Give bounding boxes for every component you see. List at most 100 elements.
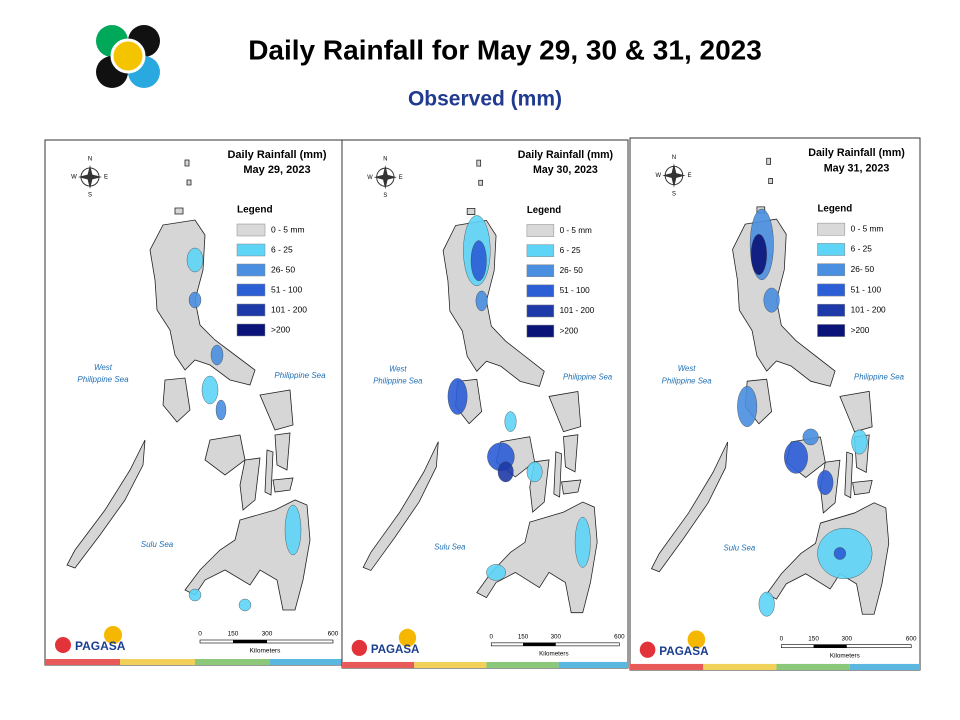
logo-icon <box>55 637 71 653</box>
compass-star <box>78 165 102 189</box>
legend-swatch <box>236 263 266 277</box>
legend-swatch <box>526 224 555 237</box>
color-strip <box>849 663 920 670</box>
compass-n: N <box>383 157 387 163</box>
legend-swatch <box>817 303 846 317</box>
sea-label: Sulu Sea <box>434 542 466 551</box>
legend-label: 51 - 100 <box>560 285 590 295</box>
legend-label: 101 - 200 <box>560 305 595 315</box>
legend-label: 6 - 25 <box>271 244 293 254</box>
legend-swatch <box>526 304 555 318</box>
compass-s: S <box>383 193 387 199</box>
compass-n: N <box>672 155 676 161</box>
scale-tick-label: 0 <box>780 635 784 642</box>
scale-tick-label: 150 <box>228 631 239 638</box>
scale-tick-label: 0 <box>490 633 494 640</box>
compass-s: S <box>672 191 676 197</box>
legend-label: >200 <box>851 325 870 335</box>
logo-icon <box>351 639 368 656</box>
rainfall-area <box>475 290 488 312</box>
scale-tick-label: 150 <box>808 635 819 642</box>
color-strip <box>558 661 628 668</box>
compass-w: W <box>367 175 373 181</box>
legend-swatch <box>817 283 846 297</box>
legend-swatch <box>526 264 555 278</box>
compass-e: E <box>399 175 403 181</box>
scale-tick-label: 150 <box>518 633 529 640</box>
rainfall-area <box>851 429 868 455</box>
rainfall-area <box>284 504 302 556</box>
color-strip <box>342 661 415 668</box>
compass-e: E <box>104 175 108 181</box>
rainfall-area <box>737 386 758 428</box>
map-panel: Daily Rainfall (mm) May 29, 2023 N S E W Legen… <box>44 139 343 666</box>
rainfall-area <box>750 234 767 276</box>
rainfall-area <box>188 588 202 602</box>
title: Daily Rainfall for May 29, 30 & 31, 2023 <box>248 34 762 65</box>
legend-label: 26- 50 <box>560 265 584 275</box>
legend-label: 101 - 200 <box>851 304 886 314</box>
rainfall-area <box>447 378 468 415</box>
rainfall-area <box>238 598 252 612</box>
rainfall-area <box>470 240 487 282</box>
scale-tick-label: 0 <box>198 631 202 638</box>
legend-title: Legend <box>817 203 852 214</box>
map-panel: Daily Rainfall (mm) May 30, 2023 N S E W Legen… <box>341 139 629 669</box>
legend-swatch <box>236 243 266 257</box>
rainfall-area <box>802 428 819 446</box>
logo-umbrella <box>398 628 417 647</box>
scale-unit: Kilometers <box>539 651 568 658</box>
rainfall-area <box>833 547 846 560</box>
logo-text: PAGASA <box>75 639 126 653</box>
compass: N S E W <box>656 155 692 198</box>
scale-tick-label: 600 <box>614 633 625 640</box>
color-strip <box>195 659 270 665</box>
legend-swatch <box>236 223 266 237</box>
sea-label: Philippine Sea <box>563 372 613 381</box>
color-strip <box>45 659 120 665</box>
compass-star <box>373 165 397 190</box>
panel-date: May 31, 2023 <box>824 162 890 174</box>
color-strip <box>120 659 195 665</box>
compass: N S E W <box>367 157 403 199</box>
legend-label: 6 - 25 <box>560 245 581 255</box>
rainfall-area <box>210 344 224 366</box>
sea-label: Sulu Sea <box>141 540 174 549</box>
legend-label: 6 - 25 <box>851 244 872 254</box>
compass-w: W <box>71 175 77 181</box>
compass: N S E W <box>71 157 108 199</box>
sea-label: West <box>389 364 407 373</box>
scale-tick-label: 600 <box>906 635 917 642</box>
color-strip <box>630 663 704 670</box>
sea-label: Philippine Sea <box>77 375 129 384</box>
color-strip <box>776 663 850 670</box>
scale-bar-fill <box>813 644 847 648</box>
rainfall-area <box>758 591 775 617</box>
panel-title: Daily Rainfall (mm) <box>227 149 326 161</box>
legend-label: 101 - 200 <box>271 304 307 314</box>
color-strip <box>414 661 487 668</box>
legend-swatch <box>236 283 266 297</box>
rainfall-area <box>574 516 591 568</box>
compass-star <box>662 163 686 188</box>
legend-swatch <box>817 263 846 277</box>
rainfall-area <box>497 461 514 483</box>
legend-label: 0 - 5 mm <box>271 224 305 234</box>
rainfall-area <box>486 564 506 581</box>
legend-swatch <box>817 243 846 256</box>
logo-text: PAGASA <box>659 644 709 658</box>
logo-umbrella <box>104 626 122 644</box>
legend-swatch <box>817 222 846 236</box>
compass-n: N <box>88 157 92 163</box>
rainfall-area <box>784 440 808 474</box>
logo-icon <box>639 641 656 658</box>
rainfall-area <box>763 287 780 313</box>
rainfall-area <box>526 461 543 483</box>
legend-title: Legend <box>237 205 273 216</box>
color-strip <box>270 659 342 665</box>
rainfall-area <box>504 411 517 432</box>
sea-label: Sulu Sea <box>724 543 756 552</box>
scale-unit: Kilometers <box>830 652 860 659</box>
compass-s: S <box>88 193 92 199</box>
